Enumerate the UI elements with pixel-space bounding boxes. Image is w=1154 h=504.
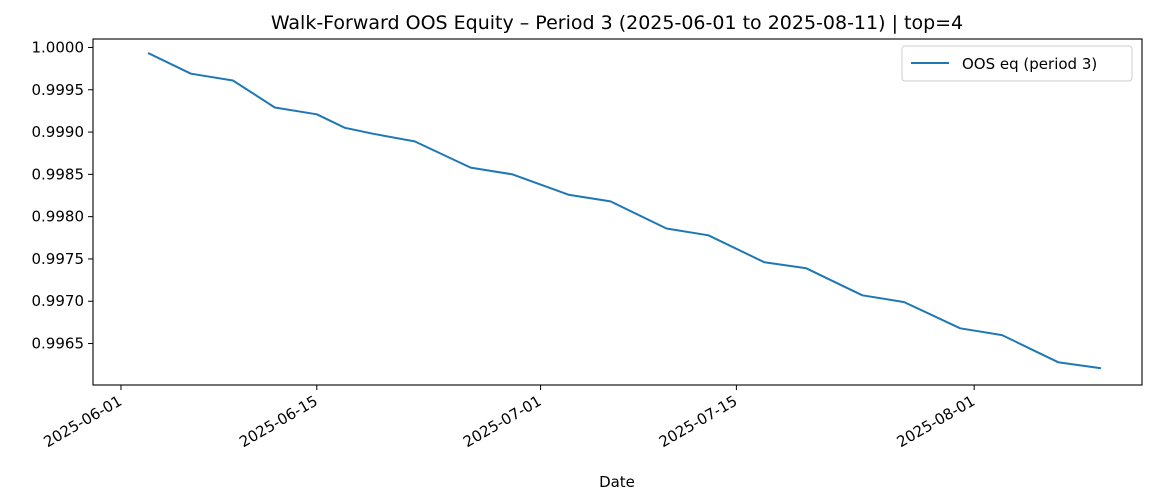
x-tick-label: 2025-08-01	[894, 392, 979, 451]
y-tick-label: 0.9970	[32, 292, 85, 310]
y-tick-label: 0.9990	[32, 123, 85, 141]
x-axis-title: Date	[599, 473, 635, 491]
x-tick-label: 2025-06-15	[236, 392, 321, 451]
legend: OOS eq (period 3)	[901, 45, 1133, 82]
legend-label: OOS eq (period 3)	[962, 55, 1097, 73]
legend-box	[901, 45, 1133, 82]
y-tick-label: 0.9995	[32, 81, 85, 99]
y-tick-label: 0.9985	[32, 165, 85, 183]
x-tick-label: 2025-07-15	[656, 392, 741, 451]
series-line	[147, 52, 1102, 370]
plot-frame	[92, 38, 1143, 386]
x-tick-label: 2025-07-01	[460, 392, 545, 451]
y-tick-label: 0.9980	[32, 208, 85, 226]
chart-title: Walk-Forward OOS Equity – Period 3 (2025…	[271, 12, 963, 34]
x-tick-label: 2025-06-01	[40, 392, 125, 451]
series-layer	[147, 52, 1102, 370]
axes: 0.9965 0.9970 0.9975 0.9980 0.9985 0.9990 0.99…	[32, 38, 1143, 451]
y-tick-label: 1.0000	[32, 38, 85, 56]
y-tick-label: 0.9965	[32, 335, 85, 353]
y-tick-label: 0.9975	[32, 250, 85, 268]
